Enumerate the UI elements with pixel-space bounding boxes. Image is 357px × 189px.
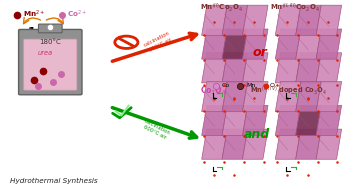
Polygon shape bbox=[242, 129, 268, 159]
Text: calcination
600°C air: calcination 600°C air bbox=[144, 31, 174, 54]
Polygon shape bbox=[242, 5, 268, 35]
Text: Mn$^{2+}$: Mn$^{2+}$ bbox=[23, 9, 46, 20]
Polygon shape bbox=[242, 105, 268, 136]
FancyBboxPatch shape bbox=[19, 29, 82, 95]
Polygon shape bbox=[316, 29, 342, 59]
Text: 1 : 2: 1 : 2 bbox=[28, 26, 57, 39]
Polygon shape bbox=[275, 29, 301, 59]
Text: Hydrothermal Synthesis: Hydrothermal Synthesis bbox=[10, 178, 97, 184]
Text: urea: urea bbox=[38, 50, 53, 56]
Text: Co$_3$O$_4$: Co$_3$O$_4$ bbox=[200, 85, 226, 97]
Polygon shape bbox=[242, 81, 268, 112]
Polygon shape bbox=[275, 105, 301, 136]
Polygon shape bbox=[202, 29, 227, 59]
Polygon shape bbox=[316, 81, 342, 112]
Text: Co$^{2+}$: Co$^{2+}$ bbox=[67, 9, 88, 20]
Text: Mn$^{(II,III)}$Co$_2$O$_4$: Mn$^{(II,III)}$Co$_2$O$_4$ bbox=[270, 1, 320, 14]
Text: 180°C: 180°C bbox=[39, 39, 61, 45]
Polygon shape bbox=[275, 81, 301, 112]
Text: Co: Co bbox=[222, 83, 230, 88]
Polygon shape bbox=[202, 53, 227, 83]
Polygon shape bbox=[296, 5, 321, 35]
Polygon shape bbox=[316, 105, 342, 136]
FancyBboxPatch shape bbox=[39, 24, 62, 33]
FancyBboxPatch shape bbox=[24, 39, 77, 90]
Polygon shape bbox=[222, 5, 248, 35]
Polygon shape bbox=[202, 129, 227, 159]
Text: or: or bbox=[252, 46, 267, 59]
Polygon shape bbox=[222, 105, 248, 136]
Polygon shape bbox=[296, 29, 321, 59]
Polygon shape bbox=[316, 53, 342, 83]
Polygon shape bbox=[222, 81, 248, 112]
Text: calcination
600°C air: calcination 600°C air bbox=[140, 118, 171, 141]
Text: Mn: Mn bbox=[246, 83, 256, 88]
Polygon shape bbox=[296, 53, 321, 83]
Polygon shape bbox=[222, 129, 248, 159]
Polygon shape bbox=[275, 53, 301, 83]
Polygon shape bbox=[202, 105, 227, 136]
Polygon shape bbox=[202, 81, 227, 112]
Text: O: O bbox=[270, 83, 275, 88]
Polygon shape bbox=[202, 5, 227, 35]
Polygon shape bbox=[296, 129, 321, 159]
Polygon shape bbox=[316, 5, 342, 35]
Polygon shape bbox=[222, 53, 248, 83]
Polygon shape bbox=[296, 105, 321, 136]
Polygon shape bbox=[275, 129, 301, 159]
Polygon shape bbox=[316, 129, 342, 159]
Polygon shape bbox=[275, 5, 301, 35]
Polygon shape bbox=[242, 53, 268, 83]
Text: Mn$^{(III,IV)}$ doped Co$_3$O$_4$: Mn$^{(III,IV)}$ doped Co$_3$O$_4$ bbox=[250, 85, 327, 97]
Polygon shape bbox=[222, 29, 248, 59]
Polygon shape bbox=[296, 81, 321, 112]
Polygon shape bbox=[242, 29, 268, 59]
Text: Mn$^{(II)}$Co$_2$O$_4$: Mn$^{(II)}$Co$_2$O$_4$ bbox=[200, 1, 243, 14]
Text: and: and bbox=[244, 128, 270, 141]
